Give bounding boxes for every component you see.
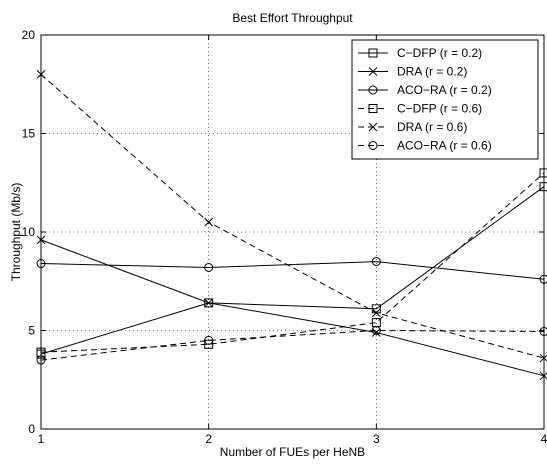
legend-label: ACO−RA (r = 0.6) <box>397 139 492 153</box>
data-point <box>204 298 214 308</box>
y-axis-label: Throughput (Mb/s) <box>9 183 23 282</box>
data-point <box>539 274 547 284</box>
legend: C−DFP (r = 0.2) DRA (r = 0.2) ACO−RA (r = … <box>351 39 539 160</box>
legend-item: ACO−RA (r = 0.6) <box>358 139 492 153</box>
series-6 <box>36 326 547 365</box>
series-line <box>40 261 545 280</box>
legend-item: DRA (r = 0.6) <box>358 120 467 134</box>
grid-lines <box>41 35 544 429</box>
y-tick-label: 10 <box>22 225 36 239</box>
y-tick-label: 15 <box>22 127 36 141</box>
data-point <box>539 182 547 192</box>
legend-item: C−DFP (r = 0.6) <box>358 102 482 116</box>
legend-marker <box>368 141 378 150</box>
data-point <box>204 262 214 272</box>
series-2 <box>36 235 547 381</box>
legend-item: ACO−RA (r = 0.2) <box>358 83 492 97</box>
x-tick-label: 2 <box>205 432 212 446</box>
chart-title: Best Effort Throughput <box>232 11 353 25</box>
legend-label: C−DFP (r = 0.6) <box>397 102 482 116</box>
data-point <box>539 326 547 336</box>
legend-item: DRA (r = 0.2) <box>358 65 467 79</box>
data-point <box>36 259 46 269</box>
legend-label: ACO−RA (r = 0.2) <box>397 83 492 97</box>
y-tick-label: 0 <box>28 422 35 436</box>
data-point <box>539 168 547 178</box>
legend-marker <box>368 67 378 76</box>
legend-label: DRA (r = 0.2) <box>397 65 467 79</box>
legend-marker <box>368 48 378 58</box>
series-line <box>40 186 545 355</box>
legend-label: DRA (r = 0.6) <box>397 120 467 134</box>
x-axis-label: Number of FUEs per HeNB <box>220 445 365 459</box>
data-point <box>371 257 381 267</box>
series-line <box>40 239 545 377</box>
legend-marker <box>368 104 378 113</box>
data-point <box>371 328 381 337</box>
legend-marker <box>368 122 378 132</box>
data-point <box>204 217 214 227</box>
x-tick-label: 3 <box>373 432 380 446</box>
data-point <box>371 308 381 318</box>
data-point <box>36 70 46 79</box>
data-point <box>36 355 46 365</box>
data-point <box>371 326 381 335</box>
x-tick-label: 4 <box>541 432 547 446</box>
data-point <box>204 339 214 349</box>
series-line <box>40 329 545 361</box>
axis-ticks: 1 2 3 4 0 5 10 15 20 <box>22 28 547 446</box>
data-point <box>204 298 214 308</box>
series-3 <box>36 257 547 284</box>
data-point <box>204 335 214 345</box>
data-point <box>36 235 46 245</box>
x-tick-label: 1 <box>38 432 45 446</box>
y-tick-label: 5 <box>28 324 35 338</box>
legend-marker <box>368 85 378 95</box>
legend-item: C−DFP (r = 0.2) <box>358 46 482 60</box>
legend-box <box>351 39 539 160</box>
series-line <box>40 172 545 353</box>
series-line <box>40 74 545 359</box>
y-tick-label: 20 <box>22 28 36 42</box>
legend-label: C−DFP (r = 0.2) <box>397 46 482 60</box>
series-group <box>36 70 547 381</box>
